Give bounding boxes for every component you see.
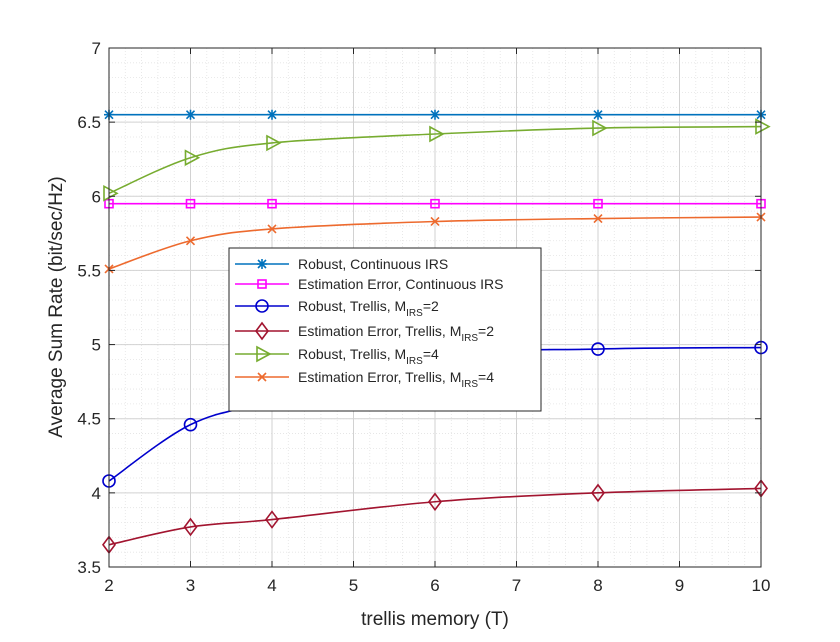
y-tick-label: 6.5 (77, 113, 101, 132)
triangle-marker (103, 184, 119, 202)
square-marker (593, 198, 603, 209)
x-tick-label: 5 (349, 576, 358, 595)
triangle-marker (429, 125, 445, 143)
asterisk-marker (257, 259, 267, 269)
x-tick-label: 4 (267, 576, 276, 595)
legend-label: Robust, Trellis, MIRS=2 (298, 298, 439, 319)
x-marker (593, 213, 603, 224)
y-tick-label: 7 (92, 39, 101, 58)
legend-label: Robust, Continuous IRS (298, 256, 448, 272)
triangle-marker (256, 345, 272, 363)
legend-label-tail: =2 (423, 298, 439, 314)
y-tick-label: 3.5 (77, 558, 101, 577)
y-tick-label: 5.5 (77, 261, 101, 280)
diamond-marker (591, 483, 605, 503)
legend-label-tail: =4 (478, 369, 494, 385)
x-tick-label: 2 (104, 576, 113, 595)
legend-label: Estimation Error, Continuous IRS (298, 276, 503, 292)
asterisk-marker (267, 109, 277, 120)
square-marker (267, 198, 277, 209)
x-tick-label: 9 (675, 576, 684, 595)
legend-label-subscript: IRS (406, 308, 423, 319)
legend-label-main: Estimation Error, Trellis, M (298, 323, 461, 339)
diamond-marker (183, 517, 198, 537)
square-marker (257, 279, 267, 289)
legend-label: Estimation Error, Trellis, MIRS=4 (298, 369, 494, 390)
legend-label-main: Estimation Error, Continuous IRS (298, 276, 503, 292)
legend: Robust, Continuous IRS Estimation Error, … (228, 247, 542, 412)
legend-label-main: Estimation Error, Trellis, M (298, 369, 461, 385)
triangle-marker (266, 134, 282, 152)
legend-label-main: Robust, Trellis, M (298, 346, 406, 362)
y-tick-label: 5 (92, 336, 101, 355)
y-tick-labels: 3.5 4 4.5 5 5.5 6 6.5 7 (77, 39, 101, 577)
legend-label-subscript: IRS (461, 379, 478, 390)
legend-label: Estimation Error, Trellis, MIRS=2 (298, 323, 494, 344)
x-tick-label: 3 (186, 576, 195, 595)
series-line-5 (108, 125, 762, 195)
x-tick-label: 8 (593, 576, 602, 595)
x-marker (257, 372, 267, 382)
square-marker (430, 198, 440, 209)
legend-label: Robust, Trellis, MIRS=4 (298, 346, 439, 367)
y-tick-label: 6 (92, 187, 101, 206)
circle-marker (255, 299, 269, 313)
x-tick-labels: 2 3 4 5 6 7 8 9 10 (104, 576, 770, 595)
diamond-marker (255, 321, 269, 341)
asterisk-marker (185, 109, 196, 120)
legend-label-tail: =2 (478, 323, 494, 339)
x-marker (185, 236, 196, 246)
x-tick-label: 7 (512, 576, 521, 595)
diamond-marker (265, 510, 279, 529)
legend-label-tail: =4 (423, 346, 439, 362)
x-axis-label: trellis memory (T) (361, 609, 509, 630)
x-marker (430, 216, 440, 227)
legend-label-main: Robust, Trellis, M (298, 298, 406, 314)
series-line-4 (108, 487, 762, 546)
y-tick-label: 4.5 (77, 410, 101, 429)
asterisk-marker (593, 109, 603, 120)
x-tick-label: 10 (752, 576, 771, 595)
asterisk-marker (430, 109, 440, 120)
square-marker (185, 198, 196, 209)
legend-box (228, 247, 542, 412)
circle-marker (183, 417, 198, 432)
legend-label-subscript: IRS (406, 356, 423, 367)
triangle-marker (592, 119, 608, 137)
y-tick-label: 4 (92, 484, 101, 503)
y-axis-label: Average Sum Rate (bit/sec/Hz) (46, 176, 67, 438)
axis-ticks (108, 47, 762, 568)
legend-label-main: Robust, Continuous IRS (298, 256, 448, 272)
x-marker (267, 224, 277, 234)
legend-label-subscript: IRS (461, 333, 478, 344)
x-tick-label: 6 (430, 576, 439, 595)
circle-marker (591, 342, 605, 356)
diamond-marker (428, 492, 442, 512)
triangle-marker (184, 149, 201, 167)
triangle-marker (755, 118, 771, 135)
